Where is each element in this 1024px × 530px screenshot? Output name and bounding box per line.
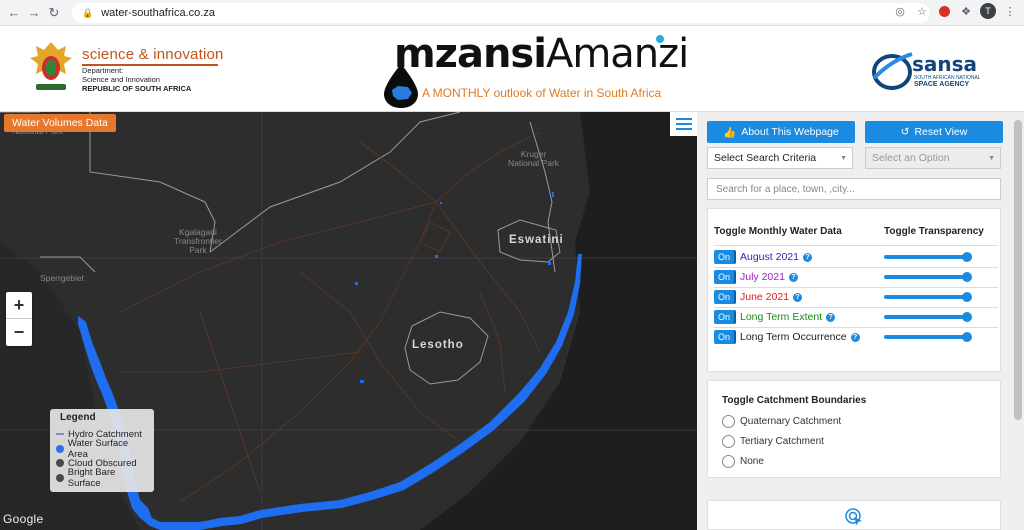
catchment-title: Toggle Catchment Boundaries xyxy=(722,395,867,406)
water-volumes-button[interactable]: Water Volumes Data xyxy=(4,114,116,132)
map-label-eswatini: Eswatini xyxy=(509,234,564,246)
help-icon[interactable]: ? xyxy=(850,332,860,342)
data-row-long-term-extent: On Long Term Extent ? xyxy=(714,307,998,327)
catchment-card: Toggle Catchment Boundaries Quaternary C… xyxy=(707,380,1001,478)
side-panel: 👍 About This Webpage ↺ Reset View Select… xyxy=(697,112,1024,530)
legend-item: Bright Bare Surface xyxy=(56,467,148,489)
info-card xyxy=(707,500,1001,530)
map-label-lesotho: Lesotho xyxy=(412,339,464,351)
legend-item: Water Surface Area xyxy=(56,438,148,460)
toggle-on-button[interactable]: On xyxy=(714,290,736,304)
legend-item: Hydro Catchment xyxy=(56,427,148,442)
toggle-on-button[interactable]: On xyxy=(714,270,736,284)
puzzle-icon[interactable]: ❖ xyxy=(961,5,971,18)
zoom-control: + − xyxy=(6,292,32,346)
site-tagline: A MONTHLY outlook of Water in South Afri… xyxy=(422,86,662,100)
sansa-sub1: SOUTH AFRICAN NATIONAL xyxy=(914,75,981,81)
data-row-long-term-occurrence: On Long Term Occurrence ? xyxy=(714,327,998,347)
toggle-on-button[interactable]: On xyxy=(714,330,736,344)
transparency-slider[interactable] xyxy=(884,272,972,282)
map-label-kruger: Kruger National Park xyxy=(508,149,560,168)
transparency-slider[interactable] xyxy=(884,332,972,342)
toggle-on-button[interactable]: On xyxy=(714,250,736,264)
url-text: water-southafrica.co.za xyxy=(101,7,215,19)
map-legend: Legend Hydro Catchment Water Surface Are… xyxy=(50,409,154,492)
help-icon[interactable]: ? xyxy=(793,292,803,302)
transparency-slider[interactable] xyxy=(884,252,972,262)
radio-none[interactable]: None xyxy=(722,455,764,468)
sansa-name: sansa xyxy=(912,52,978,76)
reload-icon[interactable]: ↻ xyxy=(48,4,60,20)
radio-tertiary[interactable]: Tertiary Catchment xyxy=(722,435,824,448)
click-pointer-icon[interactable] xyxy=(844,507,866,529)
dot-swatch-icon xyxy=(56,473,64,482)
transparency-header: Toggle Transparency xyxy=(884,226,984,237)
caret-down-icon: ▼ xyxy=(988,154,995,162)
data-row-june: On June 2021 ? xyxy=(714,287,998,307)
radio-quaternary[interactable]: Quaternary Catchment xyxy=(722,415,841,428)
profile-avatar[interactable]: T xyxy=(980,3,996,19)
sansa-sub2: SPACE AGENCY xyxy=(914,81,970,88)
dept-brand-text: science & innovation xyxy=(82,46,224,63)
line-swatch-icon xyxy=(56,433,64,436)
map-label-sperrgebiet: Sperrgebiet xyxy=(40,273,84,283)
reset-icon: ↺ xyxy=(900,126,910,138)
zoom-in-button[interactable]: + xyxy=(6,292,32,319)
help-icon[interactable]: ? xyxy=(802,252,812,262)
dept-line: Science and Innovation xyxy=(82,75,160,84)
place-search-input[interactable]: Search for a place, town, ,city... xyxy=(707,178,1001,200)
panel-scrollbar[interactable] xyxy=(1014,120,1022,420)
option-select[interactable]: Select an Option ▼ xyxy=(865,147,1001,169)
search-criteria-select[interactable]: Select Search Criteria ▼ xyxy=(707,147,853,169)
water-drop-logo-icon xyxy=(384,64,418,108)
menu-dots-icon[interactable]: ⋮ xyxy=(1004,5,1016,18)
caret-down-icon: ▼ xyxy=(840,154,847,162)
thumbs-up-icon: 👍 xyxy=(723,126,737,139)
google-attribution: Google xyxy=(3,512,44,526)
help-icon[interactable]: ? xyxy=(826,312,836,322)
dot-swatch-icon xyxy=(56,459,64,468)
address-bar[interactable]: 🔒 water-southafrica.co.za xyxy=(72,3,930,23)
data-row-august: On August 2021 ? xyxy=(714,247,998,267)
monthly-header: Toggle Monthly Water Data xyxy=(714,226,842,237)
map-label-kgalagadi: Kgalagadi Transfrontier Park xyxy=(174,227,222,255)
hamburger-menu-icon[interactable] xyxy=(670,112,697,136)
browser-toolbar: ← → ↻ 🔒 water-southafrica.co.za ◎ ☆ ❖ T … xyxy=(0,0,1024,26)
dept-line: REPUBLIC OF SOUTH AFRICA xyxy=(82,84,192,93)
back-icon[interactable]: ← xyxy=(7,5,21,20)
forward-icon[interactable]: → xyxy=(27,5,41,20)
zoom-out-button[interactable]: − xyxy=(13,322,25,342)
dot-swatch-icon xyxy=(56,444,64,453)
transparency-slider[interactable] xyxy=(884,312,972,322)
reset-view-button[interactable]: ↺ Reset View xyxy=(865,121,1003,143)
legend-title: Legend xyxy=(60,412,96,423)
sansa-logo: sansa SOUTH AFRICAN NATIONAL SPACE AGENC… xyxy=(870,48,994,92)
bookmark-star-icon[interactable]: ☆ xyxy=(917,5,927,18)
legend-item: Cloud Obscured xyxy=(56,456,148,471)
extension-red-icon[interactable] xyxy=(936,3,952,19)
lock-icon: 🔒 xyxy=(82,7,94,18)
transparency-slider[interactable] xyxy=(884,292,972,302)
sansa-swoosh-icon xyxy=(872,52,913,90)
title-dot-icon xyxy=(656,35,664,43)
about-button[interactable]: 👍 About This Webpage xyxy=(707,121,855,143)
site-title: mzansiAmanzi xyxy=(394,31,689,77)
eye-off-icon[interactable]: ◎ xyxy=(895,5,905,18)
dept-line: Department: xyxy=(82,66,124,75)
toggle-on-button[interactable]: On xyxy=(714,310,736,324)
monthly-data-card: Toggle Monthly Water Data Toggle Transpa… xyxy=(707,208,1001,372)
help-icon[interactable]: ? xyxy=(788,272,798,282)
coat-of-arms-logo xyxy=(30,42,72,90)
site-header: science & innovation Department: Science… xyxy=(0,26,1024,112)
data-row-july: On July 2021 ? xyxy=(714,267,998,287)
